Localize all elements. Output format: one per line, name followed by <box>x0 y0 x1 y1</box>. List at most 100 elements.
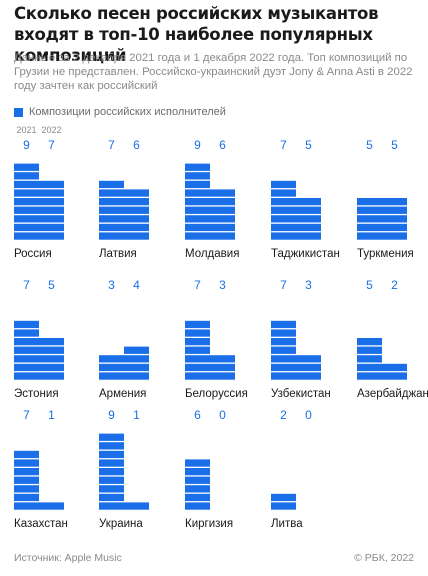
bar-segment <box>39 198 64 206</box>
bar-segment <box>357 232 382 240</box>
value-label: 9 <box>194 138 201 152</box>
bar-segment <box>271 338 296 346</box>
bar-segment <box>39 338 64 346</box>
bar-segment <box>271 198 296 206</box>
legend-swatch <box>14 107 23 117</box>
bar-segment <box>296 206 321 214</box>
bar-segment <box>357 355 382 363</box>
bar-segment <box>99 189 124 197</box>
value-label: 7 <box>280 278 287 292</box>
bar-segment <box>99 468 124 476</box>
bar-segment <box>14 450 39 459</box>
bar-segment <box>271 206 296 214</box>
bar-segment <box>185 355 210 363</box>
bar-segment <box>296 215 321 223</box>
bar-segment <box>14 223 39 232</box>
bar-segment <box>185 363 210 372</box>
bar-segment <box>382 206 407 214</box>
bar-segment <box>124 232 149 240</box>
value-label: 3 <box>305 278 312 292</box>
country-label: Украина <box>99 518 143 530</box>
bar-segment <box>99 442 124 450</box>
value-label: 2 <box>280 408 287 422</box>
bar-segment <box>185 493 210 502</box>
value-label: 6 <box>194 408 201 422</box>
value-label: 3 <box>108 278 115 292</box>
bar-segment <box>14 329 39 337</box>
value-label: 7 <box>23 278 30 292</box>
bar-segment <box>99 206 124 214</box>
bar-segment <box>14 215 39 223</box>
bar-segment <box>14 232 39 240</box>
value-label: 0 <box>305 408 312 422</box>
bar-segment <box>185 459 210 467</box>
country-label: Казахстан <box>14 518 68 530</box>
bar-segment <box>99 450 124 459</box>
bar-segment <box>14 338 39 346</box>
bar-segment <box>14 172 39 180</box>
bar-segment <box>271 346 296 354</box>
bar-segment <box>357 338 382 346</box>
bar-segment <box>14 320 39 329</box>
bar-segment <box>99 476 124 484</box>
bar-segment <box>99 355 124 363</box>
bar-segment <box>357 215 382 223</box>
value-label: 7 <box>108 138 115 152</box>
bar-segment <box>124 363 149 372</box>
value-label: 5 <box>366 138 373 152</box>
bar-segment <box>14 363 39 372</box>
bar-segment <box>39 363 64 372</box>
bar-segment <box>39 206 64 214</box>
bar-segment <box>210 198 235 206</box>
bar-segment <box>185 223 210 232</box>
legend: Композиции российских исполнителей <box>14 106 226 118</box>
bar-segment <box>14 459 39 467</box>
bar-segment <box>99 433 124 441</box>
chart-title: Сколько песен российских музыкантов вход… <box>14 4 379 65</box>
bar-segment <box>39 346 64 354</box>
bar-segment <box>99 215 124 223</box>
bar-segment <box>99 198 124 206</box>
bar-segment <box>357 372 382 380</box>
country-label: Туркмения <box>357 248 414 260</box>
bar-segment <box>124 355 149 363</box>
country-label: Таджикистан <box>271 248 340 260</box>
bar-segment <box>271 372 296 380</box>
bar-segment <box>14 476 39 484</box>
bar-segment <box>185 189 210 197</box>
bar-segment <box>185 198 210 206</box>
bar-segment <box>124 206 149 214</box>
bar-segment <box>185 232 210 240</box>
source-note: Источник: Apple Music <box>14 552 122 564</box>
bar-segment <box>296 372 321 380</box>
bar-segment <box>14 206 39 214</box>
bar-segment <box>14 346 39 354</box>
value-label: 9 <box>108 408 115 422</box>
bar-segment <box>357 346 382 354</box>
country-label: Россия <box>14 248 52 260</box>
country-label: Киргизия <box>185 518 233 530</box>
bar-segment <box>39 355 64 363</box>
bar-segment <box>99 363 124 372</box>
series-label-2022: 2022 <box>41 125 61 135</box>
bar-segment <box>210 372 235 380</box>
bar-segment <box>124 372 149 380</box>
bar-segment <box>185 485 210 493</box>
bar-segment <box>271 215 296 223</box>
country-label: Эстония <box>14 388 59 400</box>
bar-segment <box>99 372 124 380</box>
bar-segment <box>185 346 210 354</box>
value-label: 5 <box>391 138 398 152</box>
country-label: Молдавия <box>185 248 239 260</box>
copyright-note: © РБК, 2022 <box>354 552 414 564</box>
country-label: Белоруссия <box>185 388 248 400</box>
bar-segment <box>185 372 210 380</box>
bar-segment <box>357 223 382 232</box>
bar-segment <box>210 363 235 372</box>
bar-segment <box>99 459 124 467</box>
series-label-2021: 2021 <box>16 125 36 135</box>
bar-segment <box>185 468 210 476</box>
bar-segment <box>124 223 149 232</box>
bar-segment <box>382 223 407 232</box>
